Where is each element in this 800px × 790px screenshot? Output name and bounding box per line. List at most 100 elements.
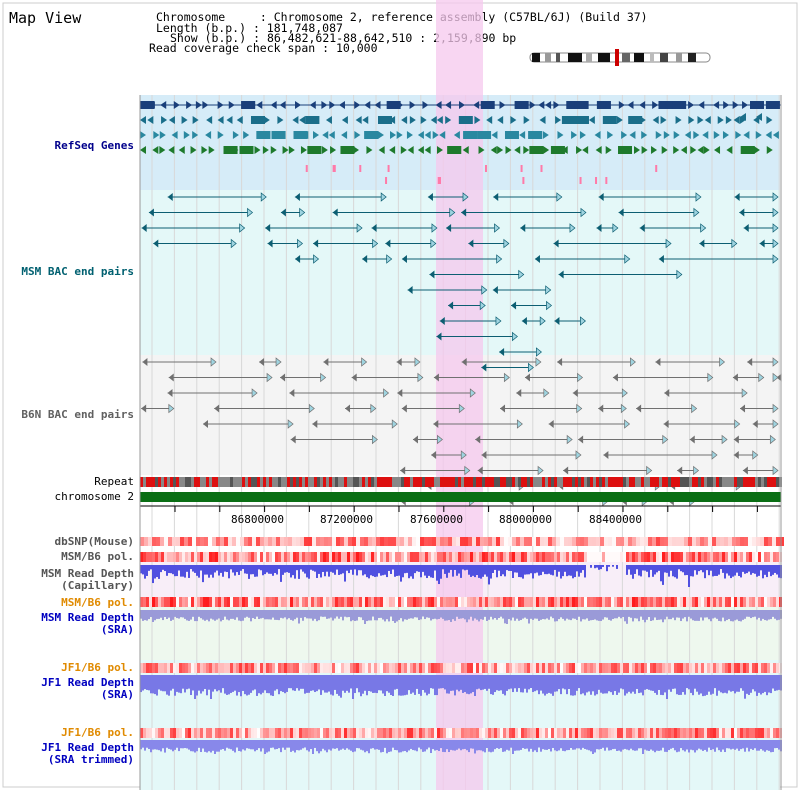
label-jf1-b6-pol-2[interactable]: JF1/B6 pol. <box>61 726 134 739</box>
depth-bar <box>512 740 514 754</box>
heat-cell <box>443 552 446 562</box>
repeat-segment <box>167 477 170 487</box>
heat-cell <box>386 663 389 673</box>
heat-cell <box>581 663 584 673</box>
depth-bar <box>214 740 216 754</box>
label-b6n-bac[interactable]: B6N BAC end pairs <box>21 408 134 421</box>
gene-arrow <box>341 131 348 139</box>
depth-bar <box>230 610 232 619</box>
depth-bar <box>418 610 420 621</box>
repeat-segment <box>698 477 701 487</box>
depth-bar <box>392 565 394 570</box>
depth-bar <box>380 610 382 618</box>
heat-cell <box>764 552 767 562</box>
heat-cell <box>377 552 380 562</box>
depth-bar <box>766 610 768 621</box>
heat-cell <box>372 537 376 546</box>
label-msm-b6-pol-capillary[interactable]: MSM/B6 pol. <box>61 550 134 563</box>
heat-cell <box>359 552 362 562</box>
label-jf1-depth-trimmed[interactable]: JF1 Read Depth <box>41 741 134 754</box>
label-msm-depth-capillary[interactable]: MSM Read Depth <box>41 567 134 580</box>
depth-bar <box>732 675 734 692</box>
depth-bar <box>294 610 296 620</box>
depth-bar <box>626 740 628 750</box>
heat-cell <box>305 728 308 738</box>
depth-bar <box>444 675 446 690</box>
bac-end-left <box>436 332 442 341</box>
heat-cell <box>707 552 710 562</box>
depth-bar <box>306 610 308 619</box>
depth-bar <box>328 565 330 577</box>
depth-bar <box>260 610 262 619</box>
depth-bar <box>370 740 372 749</box>
label-dbsnp[interactable]: dbSNP(Mouse) <box>54 535 134 548</box>
heat-cell <box>383 552 386 562</box>
depth-bar <box>676 675 678 695</box>
depth-bar <box>450 610 452 622</box>
heat-cell <box>557 728 560 738</box>
label-repeat[interactable]: Repeat <box>94 475 134 488</box>
heat-cell <box>497 552 500 562</box>
bac-end-right <box>693 465 700 476</box>
gene-arrow <box>377 131 384 139</box>
heat-cell <box>767 663 770 673</box>
label-msm-depth-sra[interactable]: MSM Read Depth <box>41 611 134 624</box>
repeat-segment <box>713 477 716 487</box>
label-msm-depth-sra-sub: (SRA) <box>100 623 134 636</box>
heat-cell <box>191 552 194 562</box>
depth-bar <box>218 565 220 576</box>
gene-arrow <box>147 116 154 124</box>
label-refseq-genes[interactable]: RefSeq Genes <box>54 139 134 152</box>
heat-cell <box>347 552 350 562</box>
heat-cell <box>536 597 539 607</box>
depth-bar <box>290 740 292 752</box>
heat-cell <box>704 663 707 673</box>
repeat-segment <box>560 477 563 487</box>
depth-bar <box>382 565 384 576</box>
depth-bar <box>772 740 774 752</box>
label-msm-bac[interactable]: MSM BAC end pairs <box>21 265 134 278</box>
depth-bar <box>196 740 198 752</box>
label-msm-b6-pol-sra[interactable]: MSM/B6 pol. <box>61 596 134 609</box>
depth-bar <box>704 675 706 696</box>
depth-bar <box>196 565 198 576</box>
ideogram-band <box>688 53 696 62</box>
heat-cell <box>251 597 254 607</box>
depth-bar <box>658 675 660 690</box>
gene-arrow <box>299 116 306 124</box>
depth-bar <box>724 565 726 579</box>
depth-bar <box>520 610 522 621</box>
heat-cell <box>272 597 275 607</box>
heat-cell <box>335 597 338 607</box>
depth-bar <box>286 740 288 748</box>
depth-bar <box>148 565 150 571</box>
heat-cell <box>281 728 284 738</box>
gene-block <box>364 131 379 139</box>
depth-bar <box>694 675 696 689</box>
bac-end-right <box>545 285 552 295</box>
repeat-segment <box>242 477 245 487</box>
gene-arrow <box>714 146 721 154</box>
heat-cell <box>152 728 155 738</box>
depth-bar <box>596 565 598 568</box>
depth-bar <box>482 740 484 752</box>
depth-bar <box>362 565 364 576</box>
depth-bar <box>658 610 660 620</box>
depth-bar <box>234 610 236 620</box>
depth-bar <box>360 565 362 571</box>
bac-end-right <box>512 331 518 342</box>
depth-bar <box>480 740 482 751</box>
depth-bar <box>582 740 584 748</box>
label-jf1-depth-sra[interactable]: JF1 Read Depth <box>41 676 134 689</box>
depth-bar <box>400 675 402 696</box>
depth-bar <box>390 675 392 696</box>
heat-cell <box>449 663 452 673</box>
heat-cell <box>707 597 710 607</box>
heat-cell <box>284 728 287 738</box>
depth-bar <box>418 675 420 694</box>
heat-cell <box>209 552 212 562</box>
depth-bar <box>524 565 526 575</box>
bac-end-right <box>752 450 759 460</box>
label-jf1-b6-pol-1[interactable]: JF1/B6 pol. <box>61 661 134 674</box>
